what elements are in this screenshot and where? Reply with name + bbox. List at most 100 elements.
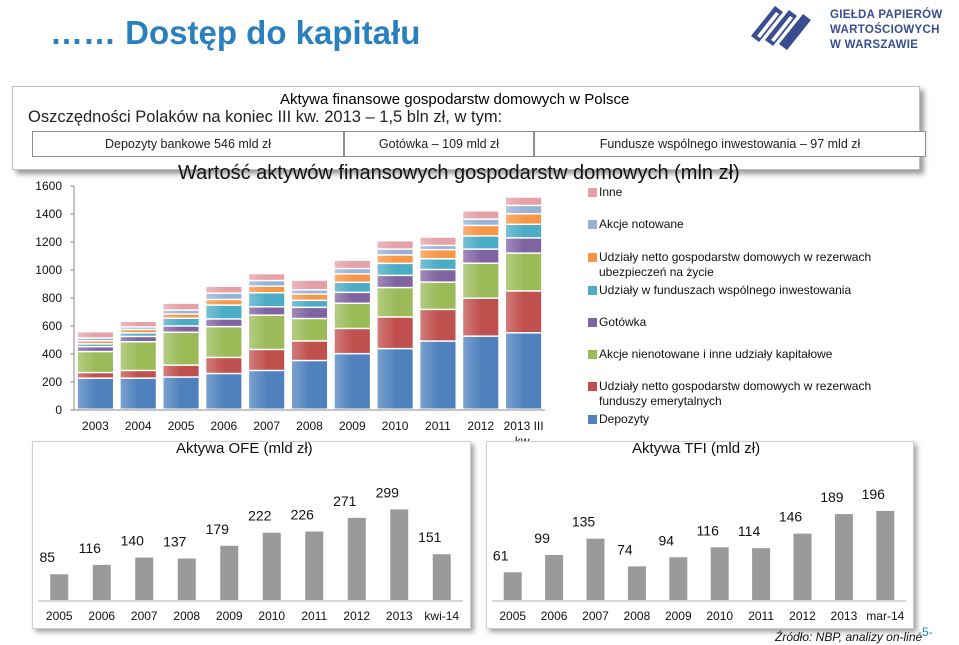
- ofe-bar: [92, 564, 111, 600]
- tfi-x-tick-label: 2010: [706, 609, 733, 623]
- ofe-data-label: 140: [121, 533, 145, 549]
- stack-segment: [377, 317, 413, 348]
- stack-segment: [77, 341, 113, 344]
- stack-segment: [463, 249, 499, 263]
- tfi-x-tick-label: 2013: [831, 609, 858, 623]
- summary-box-title: Aktywa finansowe gospodarstw domowych w …: [280, 91, 630, 108]
- stack-segment: [420, 310, 456, 341]
- main-chart-title: Wartość aktywów finansowych gospodarstw …: [178, 162, 740, 184]
- stack-segment: [506, 197, 542, 205]
- stack-segment: [506, 291, 542, 333]
- tfi-bar: [586, 538, 605, 600]
- tfi-data-label: 189: [820, 489, 844, 505]
- ofe-x-tick-label: kwi-14: [424, 609, 459, 623]
- stack-segment: [120, 327, 156, 329]
- stack-segment: [249, 274, 285, 280]
- gpw-logo-text: GIEŁDA PAPIERÓW WARTOŚCIOWYCH W WARSZAWI…: [830, 8, 942, 53]
- tfi-bar: [627, 566, 646, 600]
- main-y-tick-label: 800: [42, 291, 62, 305]
- stack-segment: [334, 260, 370, 268]
- page-number: -5-: [918, 625, 933, 639]
- stack-segment: [249, 281, 285, 286]
- stack-segment: [249, 350, 285, 370]
- stack-segment: [163, 377, 199, 409]
- stack-segment: [120, 371, 156, 378]
- legend-swatch: [588, 220, 597, 229]
- legend-swatch: [588, 350, 597, 359]
- ofe-data-label: 116: [79, 540, 102, 556]
- deposits-summary: Depozyty bankowe 546 mld zł: [32, 131, 344, 157]
- main-x-tick-label: 2007: [253, 419, 280, 433]
- stack-segment: [249, 293, 285, 307]
- tfi-x-tick-label: 2012: [789, 609, 816, 623]
- main-x-tick-label: 2008: [296, 419, 323, 433]
- stack-segment: [291, 301, 328, 307]
- ofe-bar: [220, 545, 239, 600]
- ofe-bar: [347, 517, 366, 600]
- ofe-data-label: 85: [39, 549, 55, 565]
- tfi-x-tick-label: 2009: [665, 609, 692, 623]
- ofe-x-tick-label: 2011: [301, 609, 327, 623]
- household-assets-chart: 0 200 400 600 800 1000 1200 1400 1600 2003 2004 200…: [35, 180, 545, 448]
- ofe-bar: [135, 557, 154, 600]
- summary-box-subtitle: Oszczędności Polaków na koniec III kw. 2…: [28, 108, 503, 126]
- stack-segment: [506, 333, 542, 409]
- stack-segment: [120, 322, 156, 327]
- stack-segment: [206, 286, 242, 293]
- stack-segment: [206, 293, 242, 299]
- stack-segment: [377, 249, 413, 255]
- stack-segment: [463, 336, 499, 409]
- ofe-bar: [262, 532, 281, 600]
- stack-segment: [420, 237, 456, 245]
- tfi-data-label: 146: [779, 509, 803, 525]
- tfi-data-label: 94: [659, 532, 675, 548]
- logo-line-3: W WARSZAWIE: [830, 39, 919, 51]
- stack-segment: [463, 226, 499, 236]
- stack-segment: [291, 308, 328, 318]
- stack-segment: [120, 342, 156, 370]
- stack-segment: [291, 294, 328, 300]
- ofe-assets-chart: 85 2005 116 2006 140 2007 137 2008 179 2009 222 201…: [38, 484, 463, 623]
- tfi-data-label: 135: [572, 514, 596, 530]
- main-x-tick-label: 2009: [339, 419, 366, 433]
- main-y-tick-label: 0: [55, 403, 62, 417]
- main-y-tick-label: 200: [42, 375, 62, 389]
- legend-swatch: [588, 318, 597, 327]
- legend-label: Akcje nienotowane i inne udziały kapitał…: [599, 347, 833, 361]
- stack-segment: [163, 333, 199, 365]
- tfi-data-label: 74: [617, 541, 633, 557]
- stack-segment: [77, 373, 113, 378]
- ofe-data-label: 137: [163, 533, 187, 549]
- stack-segment: [420, 270, 456, 282]
- stack-segment: [120, 333, 156, 336]
- tfi-bar: [752, 548, 771, 600]
- ofe-x-tick-label: 2009: [216, 609, 243, 623]
- stack-segment: [377, 276, 413, 287]
- stack-segment: [377, 241, 413, 249]
- tfi-x-tick-label: 2006: [541, 609, 568, 623]
- stack-segment: [377, 255, 413, 263]
- tfi-bar: [669, 557, 688, 600]
- main-y-tick-label: 400: [42, 347, 62, 361]
- stack-segment: [377, 349, 413, 409]
- main-x-tick-label: 2004: [125, 419, 152, 433]
- tfi-data-label: 114: [738, 523, 761, 539]
- tfi-chart-title: Aktywa TFI (mld zł): [632, 440, 761, 457]
- stack-segment: [291, 361, 328, 409]
- tfi-bar: [710, 547, 729, 600]
- main-x-tick-label: 2011: [425, 419, 451, 433]
- ofe-x-tick-label: 2007: [131, 609, 158, 623]
- stack-segment: [463, 236, 499, 249]
- legend-label: Udziały netto gospodarstw domowych w rez…: [599, 379, 872, 408]
- main-y-tick-label: 1000: [35, 263, 62, 277]
- stack-segment: [206, 319, 242, 326]
- ofe-data-label: 299: [376, 484, 400, 500]
- stack-segment: [77, 378, 113, 409]
- stack-segment: [420, 282, 456, 309]
- ofe-x-tick-label: 2006: [88, 609, 115, 623]
- ofe-data-label: 179: [206, 521, 230, 537]
- tfi-assets-chart: 61 2005 99 2006 135 2007 74 2008 94 2009 116 2010 11…: [492, 486, 906, 623]
- stack-segment: [206, 305, 242, 319]
- stack-segment: [334, 274, 370, 282]
- legend-label: Udziały w funduszach wspólnego inwestowa…: [599, 283, 852, 297]
